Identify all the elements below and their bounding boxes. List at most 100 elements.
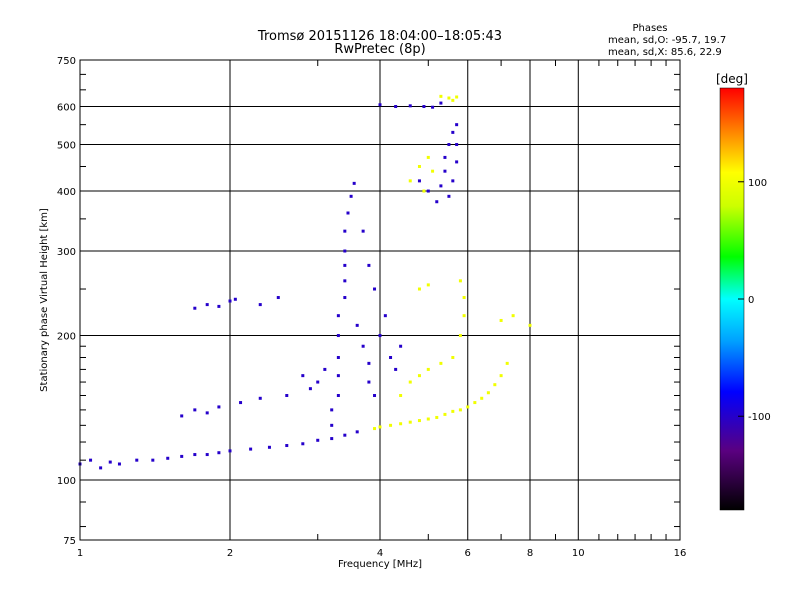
o-mode-point <box>343 433 347 437</box>
o-mode-point <box>180 414 184 418</box>
o-mode-point <box>455 160 459 164</box>
x-mode-point <box>480 396 484 400</box>
o-mode-point <box>349 194 353 198</box>
o-mode-point <box>323 367 327 371</box>
o-mode-point <box>330 408 334 412</box>
o-mode-point <box>151 458 155 462</box>
x-mode-point <box>389 423 393 427</box>
o-mode-point <box>117 462 121 466</box>
o-mode-point <box>361 344 365 348</box>
o-mode-point <box>228 449 232 453</box>
x-mode-point <box>426 367 430 371</box>
o-mode-point <box>394 105 398 109</box>
o-mode-point <box>343 296 347 300</box>
plot-frame <box>79 59 681 541</box>
o-mode-point <box>443 169 447 173</box>
scatter-points <box>78 94 532 470</box>
x-mode-point <box>399 394 403 398</box>
x-mode-point <box>466 405 470 409</box>
o-mode-point <box>166 456 170 460</box>
o-mode-point <box>308 387 312 391</box>
x-mode-point <box>447 96 451 100</box>
stats-line-o: mean, sd,O: -95.7, 19.7 <box>608 35 726 46</box>
x-axis-label: Frequency [MHz] <box>338 559 422 570</box>
x-mode-point <box>455 95 459 99</box>
x-mode-point <box>458 279 462 283</box>
x-mode-point <box>426 155 430 159</box>
x-mode-point <box>499 318 503 322</box>
o-mode-point <box>389 355 393 359</box>
o-mode-point <box>439 184 443 188</box>
x-mode-point <box>505 361 509 365</box>
o-mode-point <box>180 454 184 458</box>
y-tick-label: 600 <box>57 103 76 114</box>
o-mode-point <box>193 306 197 310</box>
colorbar-tick-label: 0 <box>748 295 754 306</box>
o-mode-point <box>336 394 340 398</box>
o-mode-point <box>394 367 398 371</box>
o-mode-point <box>316 380 320 384</box>
y-tick-label: 500 <box>57 141 76 152</box>
x-mode-point <box>417 419 421 423</box>
o-mode-point <box>373 394 377 398</box>
x-mode-point <box>439 94 443 98</box>
o-mode-point <box>447 143 451 147</box>
o-mode-point <box>367 380 371 384</box>
o-mode-point <box>217 405 221 409</box>
o-mode-point <box>367 361 371 365</box>
o-mode-point <box>378 103 382 107</box>
chart-title: Tromsø 20151126 18:04:00–18:05:43 <box>257 29 502 44</box>
o-mode-point <box>336 374 340 378</box>
o-mode-point <box>361 229 365 233</box>
o-mode-point <box>336 334 340 338</box>
x-mode-point <box>451 98 455 102</box>
x-mode-point <box>458 334 462 338</box>
x-mode-point <box>408 420 412 424</box>
colorbar-ticks: 100 0 -100 <box>738 178 771 423</box>
o-mode-point <box>355 430 359 434</box>
y-tick-label: 200 <box>57 332 76 343</box>
o-mode-point <box>426 189 430 193</box>
y-tick-label: 75 <box>63 536 76 547</box>
y-tick-label: 100 <box>57 476 76 487</box>
o-mode-point <box>343 249 347 253</box>
o-mode-point <box>249 447 253 451</box>
x-mode-point <box>451 409 455 413</box>
o-mode-point <box>205 453 209 457</box>
x-tick-label: 8 <box>527 548 533 559</box>
o-mode-point <box>301 374 305 378</box>
o-mode-point <box>285 394 289 398</box>
x-mode-point <box>426 283 430 287</box>
o-mode-point <box>301 442 305 446</box>
o-mode-point <box>346 211 350 215</box>
o-mode-point <box>383 314 387 318</box>
o-mode-point <box>239 401 243 405</box>
o-mode-point <box>399 344 403 348</box>
o-mode-point <box>99 466 103 470</box>
x-mode-point <box>422 189 426 193</box>
x-mode-point <box>462 296 466 300</box>
o-mode-point <box>336 355 340 359</box>
x-mode-point <box>417 374 421 378</box>
y-tick-label: 750 <box>57 56 76 67</box>
o-mode-point <box>205 303 209 307</box>
o-mode-point <box>431 105 435 109</box>
o-mode-point <box>193 453 197 457</box>
x-mode-point <box>417 164 421 168</box>
o-mode-point <box>451 179 455 183</box>
o-mode-point <box>443 155 447 159</box>
o-mode-point <box>352 181 356 185</box>
x-mode-point <box>499 374 503 378</box>
o-mode-point <box>276 296 280 300</box>
o-mode-point <box>417 179 421 183</box>
o-mode-point <box>408 104 412 108</box>
o-mode-point <box>336 314 340 318</box>
o-mode-point <box>258 303 262 307</box>
x-mode-point <box>486 391 490 395</box>
o-mode-point <box>267 445 271 449</box>
x-ticks: 1 2 4 6 8 10 16 <box>77 60 686 559</box>
x-mode-point <box>462 314 466 318</box>
o-mode-point <box>373 287 377 291</box>
o-mode-point <box>285 444 289 448</box>
